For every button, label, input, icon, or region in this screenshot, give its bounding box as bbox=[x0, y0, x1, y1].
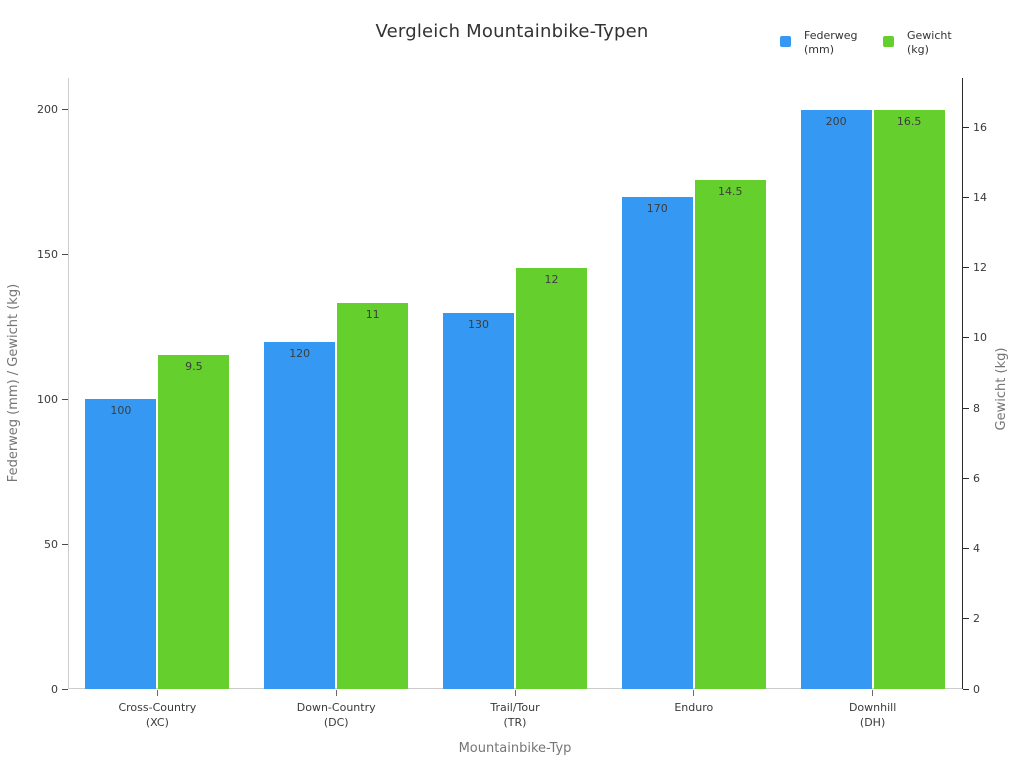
x-category-label: Downhill (DH) bbox=[848, 701, 897, 729]
bar-value-label: 16.5 bbox=[896, 114, 922, 128]
bar-value-label: 12 bbox=[544, 272, 559, 286]
left-y-tick-mark bbox=[62, 688, 68, 690]
bar-federweg-3 bbox=[621, 196, 693, 689]
bar-federweg-0 bbox=[85, 399, 157, 689]
x-axis-title: Mountainbike-Typ bbox=[458, 741, 572, 756]
left-y-tick-label: 200 bbox=[37, 103, 58, 117]
right-y-tick-mark bbox=[963, 126, 969, 128]
legend-item-gewicht[interactable]: Gewicht (kg) bbox=[883, 29, 952, 57]
right-y-tick-label: 2 bbox=[973, 612, 980, 626]
bar-gewicht-0 bbox=[158, 355, 230, 689]
bar-value-label: 9.5 bbox=[185, 360, 203, 374]
right-y-tick-label: 14 bbox=[973, 190, 987, 204]
right-y-tick-mark bbox=[963, 618, 969, 620]
bar-gewicht-2 bbox=[516, 267, 587, 689]
left-y-tick-label: 50 bbox=[44, 537, 58, 551]
bar-federweg-1 bbox=[264, 341, 336, 689]
bar-value-label: 100 bbox=[110, 404, 132, 418]
bar-federweg-2 bbox=[443, 312, 514, 689]
right-y-tick-mark bbox=[963, 407, 969, 409]
right-y-tick-mark bbox=[963, 267, 969, 269]
right-y-tick-mark bbox=[963, 477, 969, 479]
right-y-tick-label: 10 bbox=[973, 331, 987, 345]
left-y-axis-title: Federweg (mm) / Gewicht (kg) bbox=[6, 283, 21, 483]
legend-item-federweg[interactable]: Federweg (mm) bbox=[780, 29, 858, 57]
right-y-tick-mark bbox=[963, 196, 969, 198]
left-y-tick-mark bbox=[62, 398, 68, 400]
legend-label-federweg: Federweg (mm) bbox=[804, 29, 858, 56]
x-tick-mark bbox=[872, 690, 874, 696]
right-axis-spine bbox=[962, 78, 963, 689]
x-category-label: Enduro bbox=[674, 701, 714, 714]
bar-gewicht-4 bbox=[873, 109, 945, 689]
right-y-tick-label: 12 bbox=[973, 261, 987, 275]
legend-label-gewicht: Gewicht (kg) bbox=[907, 29, 952, 56]
right-y-tick-label: 6 bbox=[973, 471, 980, 485]
right-y-tick-label: 8 bbox=[973, 401, 980, 415]
x-tick-mark bbox=[335, 690, 337, 696]
bar-value-label: 130 bbox=[468, 317, 489, 331]
left-axis-spine bbox=[68, 78, 69, 689]
bar-value-label: 170 bbox=[646, 201, 668, 215]
legend-swatch-federweg-icon bbox=[780, 36, 791, 47]
legend-swatch-gewicht-icon bbox=[883, 36, 894, 47]
bar-gewicht-3 bbox=[694, 179, 766, 689]
bar-value-label: 120 bbox=[289, 346, 311, 360]
x-tick-mark bbox=[156, 690, 158, 696]
x-axis-spine bbox=[68, 688, 963, 689]
plot-area bbox=[68, 78, 963, 689]
left-y-tick-label: 0 bbox=[51, 682, 58, 696]
right-y-tick-label: 4 bbox=[973, 542, 980, 556]
right-y-tick-mark bbox=[963, 548, 969, 550]
right-y-tick-label: 0 bbox=[973, 682, 980, 696]
left-y-tick-label: 150 bbox=[37, 248, 58, 262]
bar-federweg-4 bbox=[800, 109, 872, 689]
x-category-label: Cross-Country (XC) bbox=[118, 701, 197, 729]
chart-title: Vergleich Mountainbike-Typen bbox=[375, 21, 649, 42]
x-tick-mark bbox=[693, 690, 695, 696]
bar-value-label: 200 bbox=[825, 114, 847, 128]
left-y-tick-mark bbox=[62, 109, 68, 111]
x-tick-mark bbox=[514, 690, 516, 696]
bar-value-label: 14.5 bbox=[718, 184, 743, 198]
right-y-tick-mark bbox=[963, 337, 969, 339]
x-category-label: Trail/Tour (TR) bbox=[490, 701, 540, 729]
bar-value-label: 11 bbox=[365, 307, 380, 321]
right-y-axis-title: Gewicht (kg) bbox=[994, 347, 1009, 431]
left-y-tick-mark bbox=[62, 543, 68, 545]
left-y-tick-label: 100 bbox=[37, 392, 58, 406]
left-y-tick-mark bbox=[62, 254, 68, 256]
x-category-label: Down-Country (DC) bbox=[296, 701, 376, 729]
right-y-tick-label: 16 bbox=[973, 120, 987, 134]
bar-gewicht-1 bbox=[337, 302, 409, 689]
right-y-tick-mark bbox=[963, 688, 969, 690]
